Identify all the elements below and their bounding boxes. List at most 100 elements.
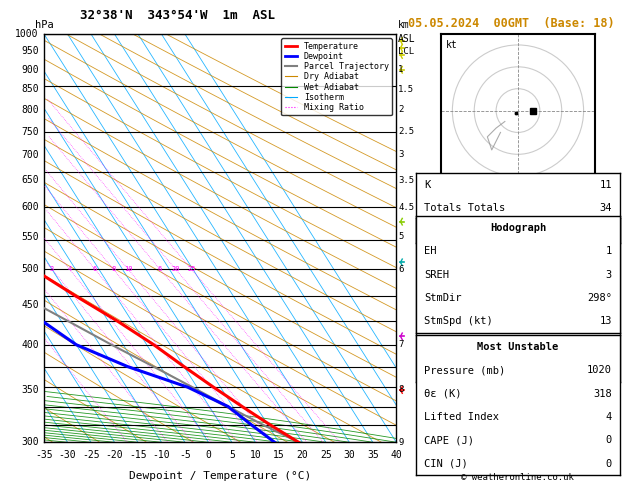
Text: Lifted Index: Lifted Index [424, 318, 499, 328]
Text: -35: -35 [35, 451, 53, 460]
Text: PW (cm): PW (cm) [424, 226, 468, 236]
Text: © weatheronline.co.uk: © weatheronline.co.uk [461, 473, 574, 482]
Text: EH: EH [424, 246, 437, 256]
Text: -20: -20 [106, 451, 123, 460]
Text: Hodograph: Hodograph [490, 223, 546, 233]
Text: 900: 900 [21, 65, 39, 75]
Text: km: km [398, 20, 409, 30]
Text: 6: 6 [158, 266, 162, 272]
Text: 4.5: 4.5 [398, 203, 414, 212]
Text: 35: 35 [367, 451, 379, 460]
Text: 10: 10 [250, 451, 261, 460]
Text: 10: 10 [124, 266, 132, 272]
Text: 3.5: 3.5 [398, 175, 414, 185]
Text: Temp (°C): Temp (°C) [424, 248, 480, 258]
Text: 5: 5 [229, 451, 235, 460]
Text: 600: 600 [21, 202, 39, 212]
Text: Dewpoint / Temperature (°C): Dewpoint / Temperature (°C) [129, 471, 311, 481]
Text: -5: -5 [179, 451, 191, 460]
Text: 4: 4 [67, 266, 72, 272]
Text: kt: kt [446, 40, 458, 50]
Text: 500: 500 [21, 264, 39, 274]
Text: 1020: 1020 [587, 365, 612, 375]
Text: 400: 400 [21, 340, 39, 350]
Text: 7: 7 [398, 340, 403, 349]
Text: 11: 11 [599, 180, 612, 190]
Text: 318: 318 [593, 389, 612, 399]
Text: StmDir: StmDir [424, 293, 462, 303]
Text: 298°: 298° [587, 293, 612, 303]
Text: ASL: ASL [398, 34, 416, 44]
Text: 1: 1 [606, 246, 612, 256]
Text: 1: 1 [398, 65, 403, 74]
Text: SREH: SREH [424, 270, 449, 279]
Text: θε (K): θε (K) [424, 389, 462, 399]
Text: 450: 450 [21, 300, 39, 310]
Text: -25: -25 [82, 451, 100, 460]
Text: 0: 0 [606, 435, 612, 445]
Text: 8: 8 [111, 266, 115, 272]
Text: CAPE (J): CAPE (J) [424, 435, 474, 445]
Text: Mixing Ratio (g/kg): Mixing Ratio (g/kg) [421, 182, 431, 294]
Text: 15: 15 [273, 451, 285, 460]
Text: 30: 30 [343, 451, 355, 460]
Text: -30: -30 [58, 451, 76, 460]
Text: 05.05.2024  00GMT  (Base: 18): 05.05.2024 00GMT (Base: 18) [408, 17, 614, 30]
Legend: Temperature, Dewpoint, Parcel Trajectory, Dry Adiabat, Wet Adiabat, Isotherm, Mi: Temperature, Dewpoint, Parcel Trajectory… [281, 38, 392, 115]
Text: Totals Totals: Totals Totals [424, 203, 505, 213]
Text: CIN (J): CIN (J) [424, 365, 468, 375]
Text: 850: 850 [21, 84, 39, 94]
Text: 14.1: 14.1 [587, 272, 612, 281]
Text: 800: 800 [21, 104, 39, 115]
Text: 2.5: 2.5 [398, 127, 414, 136]
Text: 550: 550 [21, 232, 39, 242]
Text: 3: 3 [398, 151, 403, 159]
Text: -15: -15 [129, 451, 147, 460]
Text: 5: 5 [398, 232, 403, 241]
Text: 6: 6 [398, 264, 403, 274]
Text: 650: 650 [21, 175, 39, 185]
Text: 3: 3 [606, 270, 612, 279]
Text: 4: 4 [606, 318, 612, 328]
Text: 0: 0 [606, 342, 612, 351]
Text: 25: 25 [187, 266, 196, 272]
Text: 20: 20 [171, 266, 180, 272]
Text: 1000: 1000 [15, 29, 39, 39]
Text: 950: 950 [21, 46, 39, 56]
Text: 3: 3 [50, 266, 54, 272]
Text: CAPE (J): CAPE (J) [424, 342, 474, 351]
Text: 19.2: 19.2 [587, 248, 612, 258]
Text: 8: 8 [398, 385, 403, 395]
Text: 6: 6 [92, 266, 97, 272]
Text: K: K [424, 180, 430, 190]
Text: 2: 2 [398, 105, 403, 114]
Text: Surface: Surface [496, 225, 540, 235]
Text: θε(K): θε(K) [424, 295, 455, 305]
Text: hPa: hPa [35, 20, 54, 30]
Text: Most Unstable: Most Unstable [477, 342, 559, 352]
Text: 300: 300 [21, 437, 39, 447]
Text: 350: 350 [21, 385, 39, 395]
Text: 2.16: 2.16 [587, 226, 612, 236]
Text: 13: 13 [599, 316, 612, 326]
Text: 20: 20 [296, 451, 308, 460]
Text: 0: 0 [606, 365, 612, 375]
Text: 750: 750 [21, 126, 39, 137]
Text: Lifted Index: Lifted Index [424, 412, 499, 422]
Text: 0: 0 [606, 459, 612, 469]
Text: 40: 40 [391, 451, 402, 460]
Text: 32°38'N  343°54'W  1m  ASL: 32°38'N 343°54'W 1m ASL [81, 9, 276, 22]
Text: -10: -10 [153, 451, 170, 460]
Text: CIN (J): CIN (J) [424, 459, 468, 469]
Text: 4: 4 [606, 412, 612, 422]
Text: 1.5: 1.5 [398, 85, 414, 94]
Text: StmSpd (kt): StmSpd (kt) [424, 316, 493, 326]
Text: 25: 25 [320, 451, 331, 460]
Text: Pressure (mb): Pressure (mb) [424, 365, 505, 375]
Text: 9: 9 [398, 438, 403, 447]
Text: LCL: LCL [398, 47, 414, 56]
Text: 0: 0 [206, 451, 211, 460]
Text: 700: 700 [21, 150, 39, 160]
Text: Dewp (°C): Dewp (°C) [424, 272, 480, 281]
Text: 318: 318 [593, 295, 612, 305]
